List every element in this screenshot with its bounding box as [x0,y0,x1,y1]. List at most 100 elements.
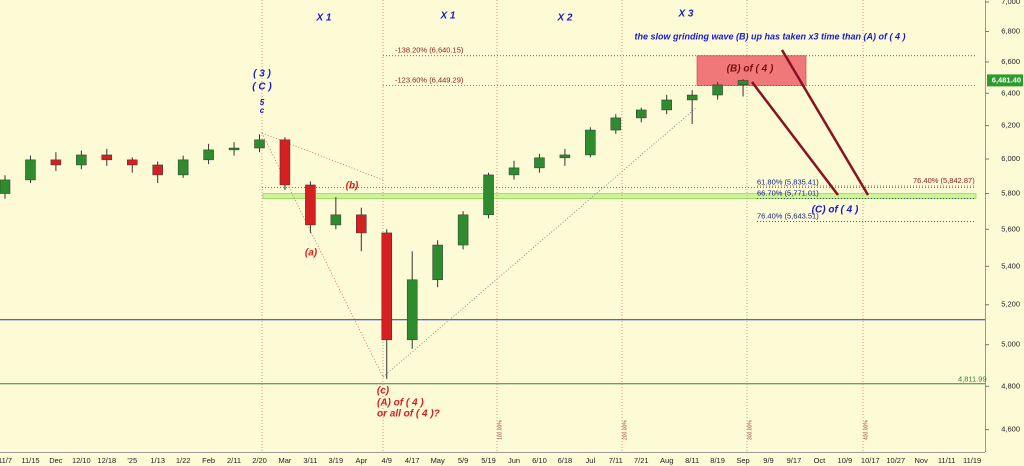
x-tick-label: 5/19 [481,456,496,465]
time-label: 400.00% [863,420,869,440]
x-tick-label: Jul [586,456,596,465]
y-tick-label: 5,600 [1001,224,1020,233]
candle-body [101,154,113,161]
fib-label: -138.20% (6,640.15) [395,46,464,55]
candle-body [508,167,520,176]
x-tick-label: Feb [202,456,215,465]
x-tick-label: 2/11 [227,456,241,465]
last-price-label: 6,481.40 [992,75,1021,84]
y-tick-label: 6,800 [1001,27,1020,36]
time-label: 300.00% [747,420,753,440]
candle-body [661,99,672,111]
x-tick-label: 3/11 [303,456,317,465]
candle-body [254,139,265,149]
candle-body [25,159,36,181]
fib-label: 76.40% (5,842.87) [913,176,975,185]
x-tick-label: 4/9 [382,456,392,465]
y-tick-label: 5,000 [1001,340,1020,349]
x-tick-label: 8/19 [710,456,725,465]
x-tick-label: 10/9 [838,456,853,465]
candle-body [610,117,622,131]
projection-arrow [751,81,839,196]
annotation: X 1 [315,13,331,24]
x-tick-label: 11/15 [21,456,39,465]
annotation: 5 [260,98,265,107]
candle-body [356,214,367,234]
annotation: X 3 [677,9,693,20]
candle-body [330,214,342,226]
candle-body [534,157,545,169]
y-tick-label: 5,800 [1001,189,1020,198]
candle-body [305,184,316,226]
candle-body [636,109,647,119]
candle-body [686,94,698,101]
candle-body [483,174,494,216]
candle-body [712,84,723,96]
annotation: the slow grinding wave (B) up has taken … [634,31,905,41]
candle-body [585,129,596,156]
x-tick-label: 9/17 [787,456,802,465]
time-label: 100.00% [497,420,503,440]
y-tick-label: 6,600 [1001,57,1020,66]
candle-body [457,214,469,246]
last-price-box [987,74,1023,87]
x-tick-label: 6/10 [532,456,547,465]
x-tick-label: 1/13 [150,456,165,465]
annotation: c [260,106,265,115]
x-tick-label: 6/18 [558,456,573,465]
x-tick-label: Sep [736,456,749,465]
annotation: X 1 [439,11,455,22]
zone [262,193,977,199]
y-tick-label: 7,000 [1001,0,1020,6]
annotation: (a) [305,248,318,259]
x-tick-label: 11/11 [938,456,956,465]
annotation: ( 3 ) [253,69,271,80]
x-tick-label: Dec [49,456,63,465]
fib-label: 76.40% (5,643.51) [757,211,819,220]
candle-body [152,164,163,176]
x-tick-label: 3/19 [329,456,344,465]
x-tick-label: Nov [915,456,929,465]
x-tick-label: Apr [355,456,367,465]
candle-body [203,149,214,161]
annotation: or all of ( 4 )? [377,409,440,420]
annotation: (c) [377,386,390,397]
candle-body [0,179,11,194]
annotation: (b) [346,181,359,192]
level-label: 4,811.99 [958,375,987,384]
candle-body [228,147,240,151]
y-tick-label: 6,000 [1001,154,1020,163]
fib-label: -123.60% (6,449.29) [395,75,464,84]
candle-body [76,154,87,166]
x-tick-label: 10/17 [861,456,880,465]
time-label: 200.00% [622,420,628,440]
x-tick-label: 2/20 [252,456,267,465]
x-tick-label: Aug [660,456,673,465]
y-tick-label: 4,800 [1001,381,1020,390]
projection-arrow [780,49,870,196]
x-tick-label: 7/11 [609,456,623,465]
candle-body [381,232,392,341]
x-tick-label: 1/22 [176,456,191,465]
annotation: (C) of ( 4 ) [812,205,859,216]
annotation: (B) of ( 4 ) [727,64,774,75]
candle-body [279,139,291,186]
x-tick-label: 7/21 [634,456,649,465]
y-tick-label: 4,600 [1001,425,1020,434]
annotation: X 2 [556,13,572,24]
fib-label: 61.80% (5,835.41) [757,177,819,186]
candle-body [127,159,138,166]
annotation: (A) of ( 4 ) [377,398,424,409]
x-tick-label: May [431,456,445,465]
fib-label: 66.70% (5,771.01) [757,189,819,198]
x-tick-label: '25 [127,456,137,465]
candle-body [50,159,62,166]
candle-body [737,80,749,86]
x-tick-label: 10/27 [886,456,905,465]
x-tick-label: 5/9 [458,456,468,465]
guide-line [382,106,698,378]
x-tick-label: 9/9 [763,456,773,465]
